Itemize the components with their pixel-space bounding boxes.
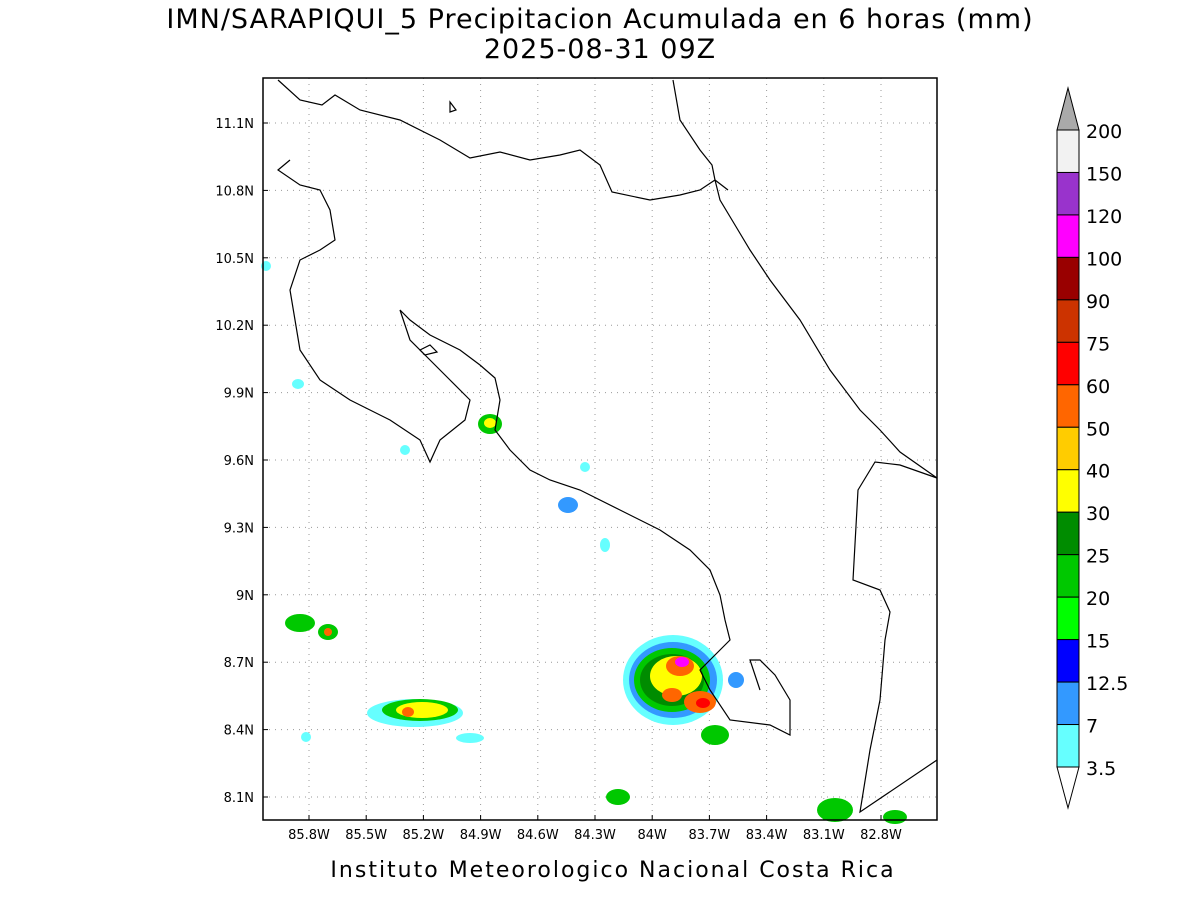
- colorbar-box: [1056, 554, 1080, 598]
- subtitle: 2025-08-31 09Z: [484, 34, 716, 65]
- colorbar-label: 150: [1086, 163, 1122, 185]
- lat-label: 8.4N: [224, 724, 254, 739]
- lon-label: 85.2W: [402, 828, 444, 843]
- map-frame: [262, 77, 938, 821]
- colorbar-box: [1056, 426, 1080, 471]
- colorbar-box: [1056, 341, 1080, 386]
- colorbar-label: 120: [1086, 206, 1122, 228]
- colorbar-box: [1056, 299, 1080, 343]
- colorbar-box: [1056, 256, 1080, 301]
- lat-label: 11.1N: [215, 117, 254, 132]
- lat-label: 9.6N: [224, 454, 254, 469]
- colorbar-label: 75: [1086, 333, 1110, 355]
- colorbar-box: [1056, 511, 1080, 556]
- colorbar-box: [1056, 171, 1080, 216]
- lon-label: 85.8W: [288, 828, 330, 843]
- colorbar-label: 100: [1086, 248, 1122, 270]
- grid: [263, 78, 937, 820]
- colorbar: [1056, 86, 1080, 810]
- lon-label: 83.1W: [803, 828, 845, 843]
- colorbar-box: [1056, 129, 1080, 173]
- lon-label: 84.9W: [460, 828, 502, 843]
- lat-label: 10.5N: [215, 252, 254, 267]
- lat-label: 8.1N: [224, 791, 254, 806]
- lon-label: 82.8W: [860, 828, 902, 843]
- colorbar-box: [1056, 384, 1080, 428]
- lat-label: 10.8N: [215, 184, 254, 199]
- lat-label: 9N: [236, 589, 254, 604]
- colorbar-label: 20: [1086, 588, 1110, 610]
- colorbar-box: [1056, 724, 1080, 768]
- precipitation: [261, 261, 907, 824]
- lat-label: 9.3N: [224, 521, 254, 536]
- colorbar-box: [1056, 639, 1080, 683]
- colorbar-label: 200: [1086, 121, 1122, 143]
- colorbar-box: [1056, 596, 1080, 641]
- colorbar-label: 15: [1086, 631, 1110, 653]
- colorbar-label: 25: [1086, 546, 1110, 568]
- colorbar-label: 30: [1086, 503, 1110, 525]
- colorbar-label: 7: [1086, 716, 1098, 738]
- colorbar-label: 90: [1086, 291, 1110, 313]
- coastline: [277, 79, 938, 814]
- colorbar-label: 3.5: [1086, 758, 1116, 780]
- lat-label: 9.9N: [224, 387, 254, 402]
- lon-label: 84W: [637, 828, 667, 843]
- lon-label: 83.4W: [746, 828, 788, 843]
- colorbar-label: 12.5: [1086, 673, 1128, 695]
- footer: Instituto Meteorologico Nacional Costa R…: [330, 858, 895, 883]
- colorbar-box: [1056, 469, 1080, 513]
- lon-label: 84.6W: [517, 828, 559, 843]
- colorbar-box: [1056, 681, 1080, 726]
- colorbar-box: [1056, 214, 1080, 258]
- lat-label: 10.2N: [215, 319, 254, 334]
- title: IMN/SARAPIQUI_5 Precipitacion Acumulada …: [166, 4, 1033, 35]
- lon-label: 84.3W: [574, 828, 616, 843]
- lon-label: 83.7W: [688, 828, 730, 843]
- colorbar-label: 60: [1086, 376, 1110, 398]
- colorbar-label: 50: [1086, 418, 1110, 440]
- lat-label: 8.7N: [224, 656, 254, 671]
- lon-label: 85.5W: [345, 828, 387, 843]
- colorbar-label: 40: [1086, 461, 1110, 483]
